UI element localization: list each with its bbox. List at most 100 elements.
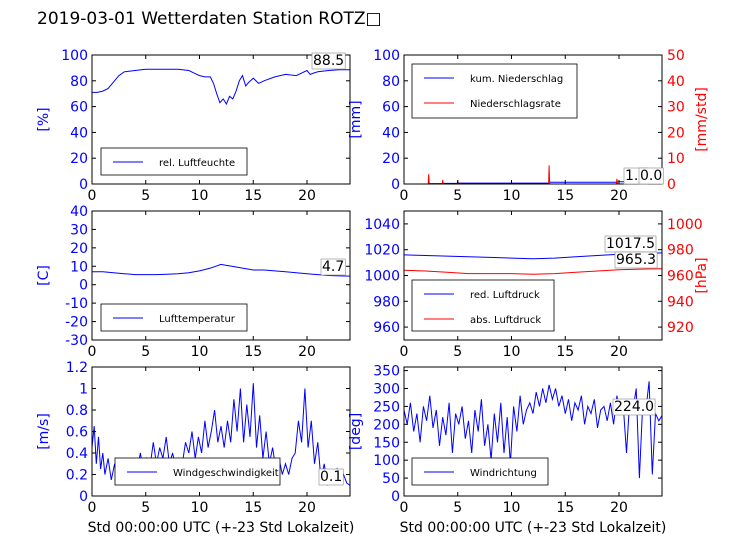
y-tick-label: 0 <box>391 489 400 505</box>
plot-frame-winddirection <box>403 366 663 497</box>
y-tick-label: -10 <box>65 296 88 312</box>
x-tick-label: 15 <box>556 344 574 360</box>
y2-tick-label: 920 <box>667 320 694 336</box>
x-tick-label: 5 <box>453 188 462 204</box>
last-value-label: 0.0 <box>640 168 662 184</box>
legend-pressure <box>411 279 555 332</box>
y-tick-label: 250 <box>373 399 400 415</box>
y2-axis-label: [hPa] <box>694 257 710 293</box>
y-tick-label: 980 <box>373 294 400 310</box>
y-tick-label: 40 <box>70 125 88 141</box>
y-tick-label: 0 <box>79 489 88 505</box>
y-tick-label: 150 <box>373 435 400 451</box>
y2-tick-label: 20 <box>667 125 685 141</box>
series-line-temperature-0 <box>92 263 350 277</box>
y2-tick-label: 0 <box>667 177 676 193</box>
legend-label: kum. Niederschlag <box>470 74 563 85</box>
chart-precipitation: 0 5 10 15 20 0 20 40 60 80 100 0 10 20 30 40 50 [mm] [mm/s… <box>348 48 710 204</box>
y-tick-label: 0.8 <box>66 403 88 419</box>
y2-tick-label: 10 <box>667 151 685 167</box>
y-tick-label: 80 <box>70 74 88 90</box>
last-value-label: 965.3 <box>616 252 656 268</box>
y-tick-label: 0 <box>79 177 88 193</box>
series-line-pressure-1 <box>404 268 662 275</box>
plot-frame-humidity <box>91 54 351 185</box>
x-tick-label: 20 <box>298 344 316 360</box>
x-tick-label: 10 <box>503 500 521 516</box>
x-tick-label: 5 <box>453 500 462 516</box>
x-tick-label: 15 <box>556 500 574 516</box>
legend-label: Niederschlagsrate <box>470 99 561 110</box>
y2-tick-label: 980 <box>667 243 694 259</box>
y-tick-label: 50 <box>382 471 400 487</box>
y-tick-label: 0 <box>391 177 400 193</box>
last-value-label: 0.1 <box>320 469 342 485</box>
y-tick-label: 1000 <box>364 269 400 285</box>
y-tick-label: 20 <box>70 151 88 167</box>
chart-windspeed: 0 5 10 15 2000.20.40.60.811.2[m/s]Windgeschw… <box>36 360 354 536</box>
y-tick-label: 0 <box>79 278 88 294</box>
x-tick-label: 20 <box>610 500 628 516</box>
y-tick-label: 1.2 <box>66 360 88 376</box>
y2-tick-label: 50 <box>667 48 685 64</box>
legend-precipitation <box>411 63 578 119</box>
x-tick-label: 0 <box>400 344 409 360</box>
y-tick-label: 30 <box>70 222 88 238</box>
x-tick-label: 20 <box>610 188 628 204</box>
x-tick-label: 10 <box>503 344 521 360</box>
y-tick-label: 100 <box>373 453 400 469</box>
x-tick-label: 5 <box>141 344 150 360</box>
y2-tick-label: 940 <box>667 294 694 310</box>
legend-label: Lufttemperatur <box>159 314 236 325</box>
x-tick-label: 0 <box>400 500 409 516</box>
x-tick-label: 0 <box>88 344 97 360</box>
y-tick-label: 20 <box>70 241 88 257</box>
y2-tick-label: 1000 <box>667 217 703 233</box>
x-tick-label: 15 <box>244 344 262 360</box>
y-axis-label: [deg] <box>348 413 364 450</box>
last-value-label: 224.0 <box>614 399 654 415</box>
y-tick-label: 100 <box>61 48 88 64</box>
y-tick-label: 1020 <box>364 243 400 259</box>
y-tick-label: 40 <box>70 204 88 220</box>
plot-frame-precipitation <box>403 54 663 185</box>
plot-frame-temperature <box>91 210 351 341</box>
x-tick-label: 20 <box>298 188 316 204</box>
y-tick-label: 1040 <box>364 217 400 233</box>
chart-winddirection: 0 5 10 15 20050100150200250300350[deg]Windri… <box>348 364 666 536</box>
legend-label: red. Luftdruck <box>470 290 540 301</box>
x-tick-label: 10 <box>191 188 209 204</box>
x-tick-label: 15 <box>244 188 262 204</box>
y-tick-label: 60 <box>382 100 400 116</box>
legend-label: abs. Luftdruck <box>470 315 541 326</box>
y-tick-label: 1 <box>79 382 88 398</box>
last-value-label: 1017.5 <box>606 236 655 252</box>
series-line-humidity-0 <box>92 68 350 106</box>
x-tick-label: 5 <box>453 344 462 360</box>
x-tick-label: 15 <box>244 500 262 516</box>
y-tick-label: 960 <box>373 320 400 336</box>
series-line-precipitation-1 <box>404 165 662 184</box>
y2-tick-label: 30 <box>667 100 685 116</box>
y-axis-label: [m/s] <box>36 413 52 450</box>
x-tick-label: 5 <box>141 188 150 204</box>
y-axis-label: [%] <box>36 107 52 131</box>
legend-label: Windgeschwindigkeit <box>173 468 279 479</box>
y2-axis-label: [mm/std] <box>694 87 710 152</box>
chart-pressure: 0 5 10 15 20 960 980 1000 1020 1040 920 940 960 980 10… <box>364 210 710 360</box>
x-axis-label: Std 00:00:00 UTC (+-23 Std Lokalzeit) <box>400 520 667 536</box>
y-axis-label: [mm] <box>348 100 364 138</box>
x-tick-label: 15 <box>556 188 574 204</box>
y-tick-label: 300 <box>373 382 400 398</box>
legend-label: Windrichtung <box>470 468 537 479</box>
y-tick-label: 0.6 <box>66 425 88 441</box>
y-tick-label: 100 <box>373 48 400 64</box>
last-value-label: 88.5 <box>313 53 344 69</box>
y-tick-label: 80 <box>382 74 400 90</box>
y2-tick-label: 40 <box>667 74 685 90</box>
x-tick-label: 20 <box>610 344 628 360</box>
y-tick-label: 0.2 <box>66 468 88 484</box>
y-axis-label: [C] <box>36 265 52 286</box>
x-tick-label: 10 <box>191 344 209 360</box>
